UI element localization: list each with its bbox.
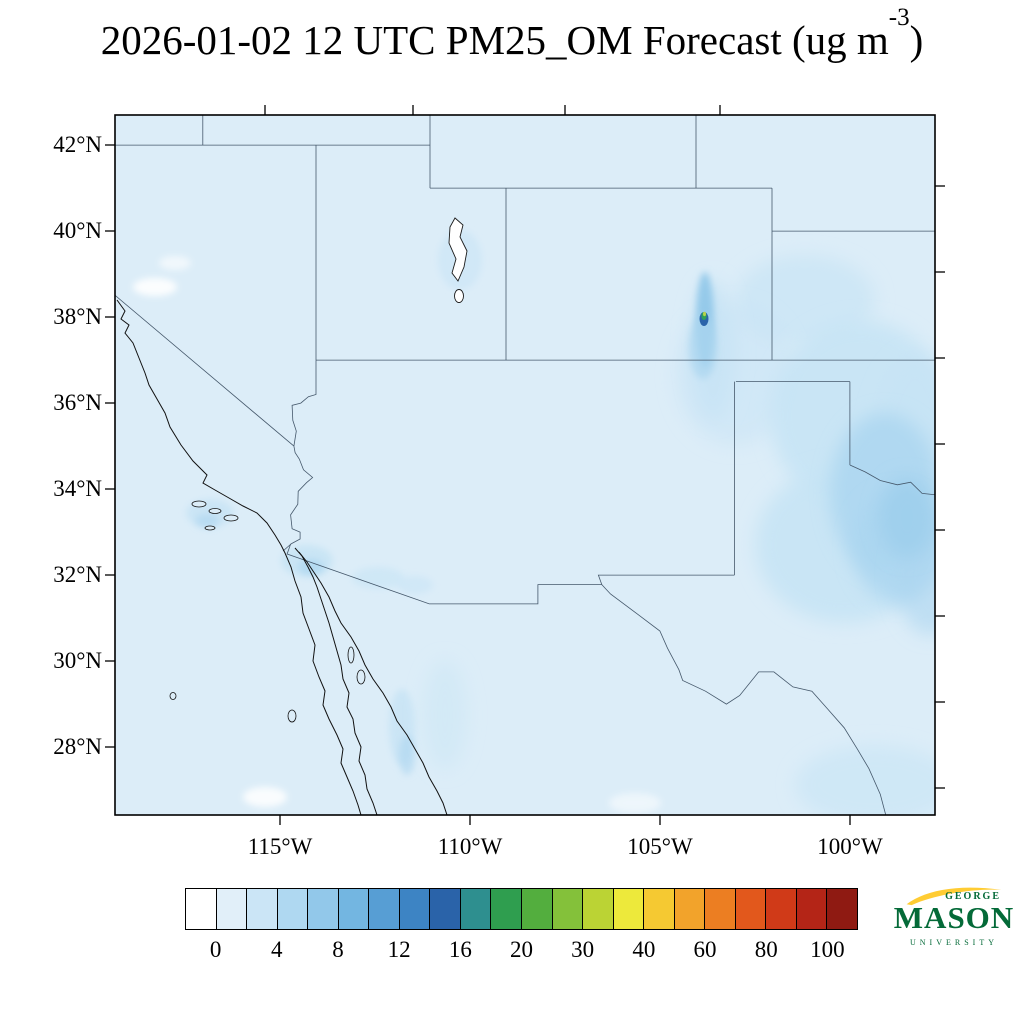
- colorbar-cell: [368, 888, 400, 930]
- colorbar-cell: [704, 888, 736, 930]
- lon-tick-label: 110°W: [437, 834, 503, 859]
- colorbar-tick-label: 80: [754, 937, 778, 962]
- colorbar-cell: [734, 888, 767, 930]
- forecast-map: [105, 105, 945, 825]
- map-shading: [115, 115, 935, 815]
- colorbar-cell: [826, 888, 859, 930]
- lon-tick-label: 115°W: [247, 834, 313, 859]
- colorbar-cell: [490, 888, 523, 930]
- gmu-swoosh-icon: [906, 887, 1002, 906]
- colorbar-cell: [612, 888, 645, 930]
- colorbar-cell: [337, 888, 370, 930]
- colorbar-cell: [643, 888, 675, 930]
- colorbar-tick-label: 20: [510, 937, 533, 962]
- lon-tick-label: 100°W: [817, 834, 883, 859]
- colorbar-cell: [185, 888, 217, 930]
- colorbar-cell: [398, 888, 431, 930]
- islands: [169, 500, 366, 723]
- colorbar-tick-label: 40: [632, 937, 656, 962]
- lat-tick-label: 28°N: [53, 734, 102, 759]
- colorbar-cell: [307, 888, 339, 930]
- logo-mason: MASON: [893, 900, 1015, 935]
- lat-tick-label: 36°N: [53, 390, 102, 415]
- colorbar-cell: [459, 888, 492, 930]
- map-frame: [114, 114, 936, 816]
- coastline: [116, 299, 448, 815]
- gmu-logo: GEORGE MASON UNIVERSITY: [891, 884, 1017, 947]
- colorbar-tick-label: 4: [271, 937, 283, 962]
- lat-tick-label: 34°N: [53, 476, 102, 501]
- colorbar-tick-label: 100: [810, 937, 845, 962]
- title-text: 2026-01-02 12 UTC PM25_OM Forecast (ug m: [100, 17, 889, 63]
- lat-tick-label: 40°N: [53, 218, 102, 243]
- colorbar-cell: [582, 888, 614, 930]
- logo-university: UNIVERSITY: [910, 937, 998, 947]
- colorbar-tick-label: 8: [332, 937, 344, 962]
- map-area: [105, 105, 945, 825]
- colorbar-cell: [765, 888, 797, 930]
- axis-ticks: [105, 105, 945, 825]
- lakes: [448, 217, 468, 303]
- colorbar-cell: [429, 888, 461, 930]
- lat-tick-label: 38°N: [53, 304, 102, 329]
- colorbar-tick-label: 60: [693, 937, 717, 962]
- lon-tick-label: 105°W: [627, 834, 693, 859]
- lat-tick-label: 42°N: [53, 132, 102, 157]
- logo-george: GEORGE: [945, 891, 1001, 902]
- colorbar-tick-label: 12: [387, 937, 411, 962]
- colorbar-cell: [521, 888, 553, 930]
- colorbar-tick-label: 16: [448, 937, 472, 962]
- colorbar-tick-label: 30: [571, 937, 595, 962]
- colorbar-cell: [673, 888, 706, 930]
- title-superscript: -3: [888, 4, 910, 32]
- lat-tick-label: 32°N: [53, 562, 102, 587]
- colorbar-cell: [551, 888, 584, 930]
- colorbar: [185, 888, 859, 930]
- colorbar-cell: [795, 888, 828, 930]
- colorbar-cell: [215, 888, 248, 930]
- page-title: 2026-01-02 12 UTC PM25_OM Forecast (ug m…: [0, 4, 1024, 64]
- lat-tick-label: 30°N: [53, 648, 102, 673]
- colorbar-cell: [246, 888, 278, 930]
- colorbar-tick-label: 0: [209, 937, 222, 962]
- title-suffix: ): [909, 17, 924, 63]
- state-borders: [115, 115, 935, 815]
- colorbar-cell: [276, 888, 309, 930]
